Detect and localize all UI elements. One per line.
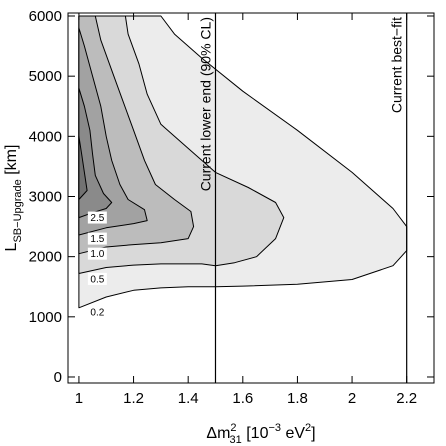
y-tick-label: 2000	[29, 249, 62, 266]
contour-label-0-5: 0.5	[90, 274, 104, 285]
contour-label-background	[87, 247, 107, 260]
x-tick-label: 2.2	[396, 390, 417, 407]
y-tick-label: 4000	[29, 128, 62, 145]
plot-frame	[67, 12, 435, 384]
y-tick-label: 5000	[29, 68, 62, 85]
y-axis-label: LSB−Upgrade [km]	[3, 145, 24, 252]
contour-region-2-5	[78, 87, 113, 219]
x-tick-label: 1.2	[123, 390, 144, 407]
contour-label-0-2: 0.2	[90, 308, 104, 319]
x-tick-label: 2	[348, 390, 356, 407]
vertical-line-label-1: Current lower end (90% CL)	[197, 17, 213, 191]
vertical-reference-lines: Current lower end (90% CL) Current best−f…	[197, 13, 408, 383]
contour-label-background	[87, 306, 107, 319]
axis-ticks: 1 1.2 1.4 1.6 1.8 2 2.2 0 1000 2000 3000 4000 5000 60…	[29, 8, 434, 407]
contour-label-background	[87, 232, 107, 245]
x-tick-label: 1.4	[178, 390, 199, 407]
y-tick-label: 0	[54, 369, 62, 386]
x-tick-label: 1.8	[287, 390, 308, 407]
contour-label-2-5: 2.5	[90, 213, 104, 224]
x-tick-label: 1	[75, 390, 83, 407]
contour-label-1-5: 1.5	[90, 234, 104, 245]
contour-region-innermost	[78, 135, 88, 200]
x-tick-label: 1.6	[232, 390, 253, 407]
vertical-line-label-2: Current best−fit	[389, 17, 405, 113]
y-tick-label: 1000	[29, 309, 62, 326]
y-tick-label: 3000	[29, 188, 62, 205]
contour-regions	[78, 15, 408, 309]
contour-label-background	[87, 211, 107, 224]
contour-level-labels: 2.5 1.5 1.0 0.5 0.2	[87, 211, 107, 319]
x-axis-label: Δm2 31 [10−3 eV2]	[206, 422, 315, 446]
contour-label-background	[87, 272, 107, 285]
y-tick-label: 6000	[29, 8, 62, 25]
contour-label-1-0: 1.0	[90, 249, 104, 260]
